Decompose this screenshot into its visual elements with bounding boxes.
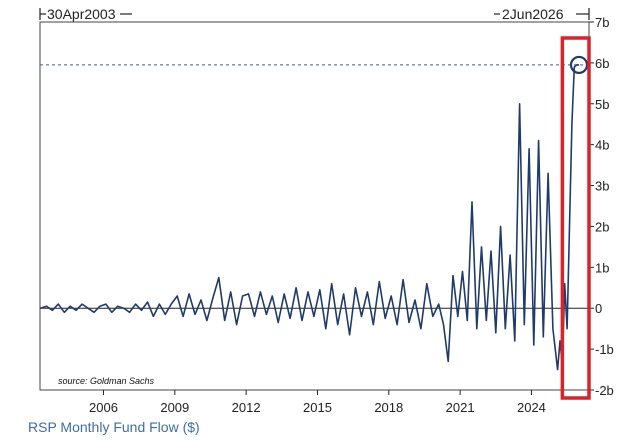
x-tick-label: 2009	[160, 400, 189, 415]
range-header: 30Apr2003 2Jun2026	[39, 6, 590, 22]
fund-flow-series-line	[40, 64, 579, 371]
x-tick-label: 2006	[89, 400, 118, 415]
y-tick-label: 0	[595, 301, 602, 316]
source-note: source: Goldman Sachs	[58, 376, 155, 386]
highlight-box	[560, 36, 591, 400]
y-tick-label: 6b	[595, 56, 609, 71]
y-tick-label: 1b	[595, 260, 609, 275]
range-start-label: 30Apr2003	[47, 6, 116, 22]
x-tick-label: 2012	[232, 400, 261, 415]
y-tick-label: 4b	[595, 138, 609, 153]
x-tick-label: 2021	[446, 400, 475, 415]
x-axis-ticks: 2006 2009 2012 2015 2018 2021 2024	[89, 390, 546, 415]
range-end-label: 2Jun2026	[502, 6, 564, 22]
y-axis-ticks: 7b 6b 5b 4b 3b 2b 1b 0 -1b -2b	[589, 15, 614, 398]
y-tick-label: 5b	[595, 97, 609, 112]
y-tick-label: 2b	[595, 219, 609, 234]
x-tick-label: 2024	[517, 400, 546, 415]
y-tick-label: 7b	[595, 15, 609, 30]
x-tick-label: 2015	[303, 400, 332, 415]
y-tick-label: -1b	[595, 342, 614, 357]
chart-title: RSP Monthly Fund Flow ($)	[28, 419, 200, 435]
plot-frame	[39, 21, 590, 391]
latest-value-marker	[569, 55, 589, 75]
x-tick-label: 2018	[374, 400, 403, 415]
y-tick-label: 3b	[595, 179, 609, 194]
y-tick-label: -2b	[595, 383, 614, 398]
